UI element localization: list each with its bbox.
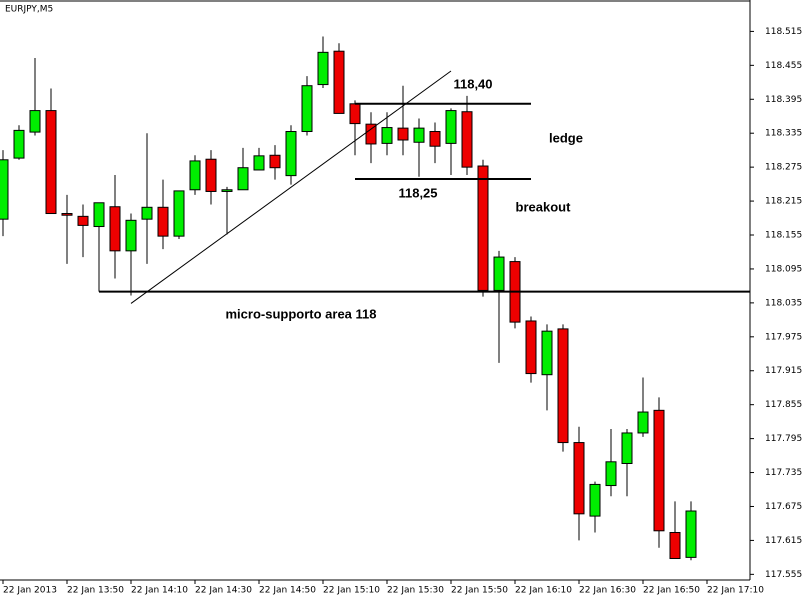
annotation: 118,25 [398,185,437,200]
candle-body [237,167,249,191]
annotation: 118,40 [453,76,492,91]
candle-body [397,127,409,141]
candle-body [541,330,553,376]
y-tick-label: 118.155 [765,231,802,241]
y-tick-label: 118.095 [765,264,802,274]
candle-body [429,131,441,147]
y-tick-label: 118.035 [765,298,802,308]
candle-body [45,110,57,215]
candle-body [589,483,601,517]
candle-body [685,510,697,558]
x-tick-label: 22 Jan 2013 [3,586,57,596]
candle-body [109,206,121,252]
candle-body [141,206,153,220]
candle-body [637,411,649,434]
candle-body [621,432,633,464]
y-tick-label: 118.215 [765,197,802,207]
candle-body [253,155,265,171]
y-tick-label: 117.795 [765,434,802,444]
y-tick-label: 117.915 [765,366,802,376]
y-tick-label: 117.735 [765,468,802,478]
candle-body [269,154,281,169]
x-tick-label: 22 Jan 14:50 [259,586,316,596]
candle-body [301,85,313,133]
candle-body [557,328,569,444]
x-tick-label: 22 Jan 14:30 [195,586,252,596]
candle-body [653,409,665,532]
candle-body [61,213,73,216]
y-tick-label: 118.335 [765,129,802,139]
candle-body [573,442,585,515]
candle-body [221,189,233,192]
candle-body [13,129,25,159]
candle-body [669,531,681,560]
x-tick-label: 22 Jan 16:30 [579,586,636,596]
x-tick-label: 22 Jan 16:10 [515,586,572,596]
candle-body [29,110,41,133]
candle-body [349,103,361,125]
candle-body [605,461,617,487]
annotation: breakout [516,199,572,214]
candle-body [445,110,457,144]
candle-body [93,202,105,228]
candle-body [125,219,137,252]
candle-body [157,206,169,237]
x-tick-label: 22 Jan 15:10 [323,586,380,596]
candle-body [189,160,201,191]
y-tick-label: 118.275 [765,163,802,173]
y-tick-label: 118.515 [765,27,802,37]
candle-body [525,320,537,375]
candle-body [317,51,329,86]
candle-body [365,123,377,145]
x-tick-label: 22 Jan 15:50 [451,586,508,596]
y-tick-label: 118.455 [765,61,802,71]
x-tick-label: 22 Jan 15:30 [387,586,444,596]
y-tick-label: 117.855 [765,400,802,410]
candle-body [381,127,393,144]
x-tick-label: 22 Jan 13:50 [67,586,124,596]
candle-body [493,256,505,291]
candle-body [285,131,297,177]
candle-body [0,159,9,220]
y-tick-label: 117.675 [765,502,802,512]
candle-body [413,127,425,143]
annotation: ledge [549,130,583,145]
candle-body [77,215,89,226]
x-tick-label: 22 Jan 17:10 [707,586,764,596]
x-tick-label: 22 Jan 14:10 [131,586,188,596]
annotation: micro-supporto area 118 [226,306,377,321]
candle-body [333,50,345,114]
drawn-line [130,70,452,304]
chart-title: EURJPY,M5 [5,5,53,15]
x-tick-label: 22 Jan 16:50 [643,586,700,596]
y-tick-label: 117.555 [765,570,802,580]
candle-body [477,165,489,291]
y-tick-label: 118.395 [765,95,802,105]
y-tick-label: 117.975 [765,332,802,342]
y-tick-label: 117.615 [765,536,802,546]
candle-body [461,111,473,168]
candle-body [173,190,185,237]
candle-body [205,158,217,192]
